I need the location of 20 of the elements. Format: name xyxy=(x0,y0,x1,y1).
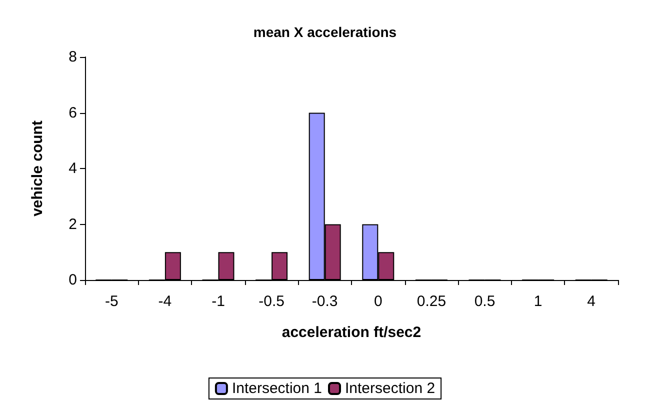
y-tick-label: 2 xyxy=(68,216,77,233)
y-tick-label: 4 xyxy=(68,160,77,177)
x-tick-label: -4 xyxy=(158,293,172,310)
x-tick-label: 0.5 xyxy=(474,293,496,310)
x-tick-label: -5 xyxy=(104,293,118,310)
y-tick-label: 6 xyxy=(68,104,77,122)
x-tick-label: -0.3 xyxy=(312,293,338,310)
y-tick-label: 0 xyxy=(68,272,77,288)
y-tick-label: 8 xyxy=(68,48,77,66)
x-tick-label: 0 xyxy=(374,293,382,310)
x-tick-label: 0.25 xyxy=(416,293,446,310)
y-axis-title: vehicle count xyxy=(29,120,46,216)
legend-label: Intersection 2 xyxy=(345,380,436,397)
x-axis-title: acceleration ft/sec2 xyxy=(282,324,422,341)
x-tick-label: -0.5 xyxy=(258,293,284,310)
x-tick-label: -1 xyxy=(212,293,225,310)
legend-label: Intersection 1 xyxy=(232,380,322,397)
chart-title: mean X accelerations xyxy=(253,24,397,40)
x-tick-label: 4 xyxy=(587,293,596,310)
x-tick-label: 1 xyxy=(534,293,542,310)
